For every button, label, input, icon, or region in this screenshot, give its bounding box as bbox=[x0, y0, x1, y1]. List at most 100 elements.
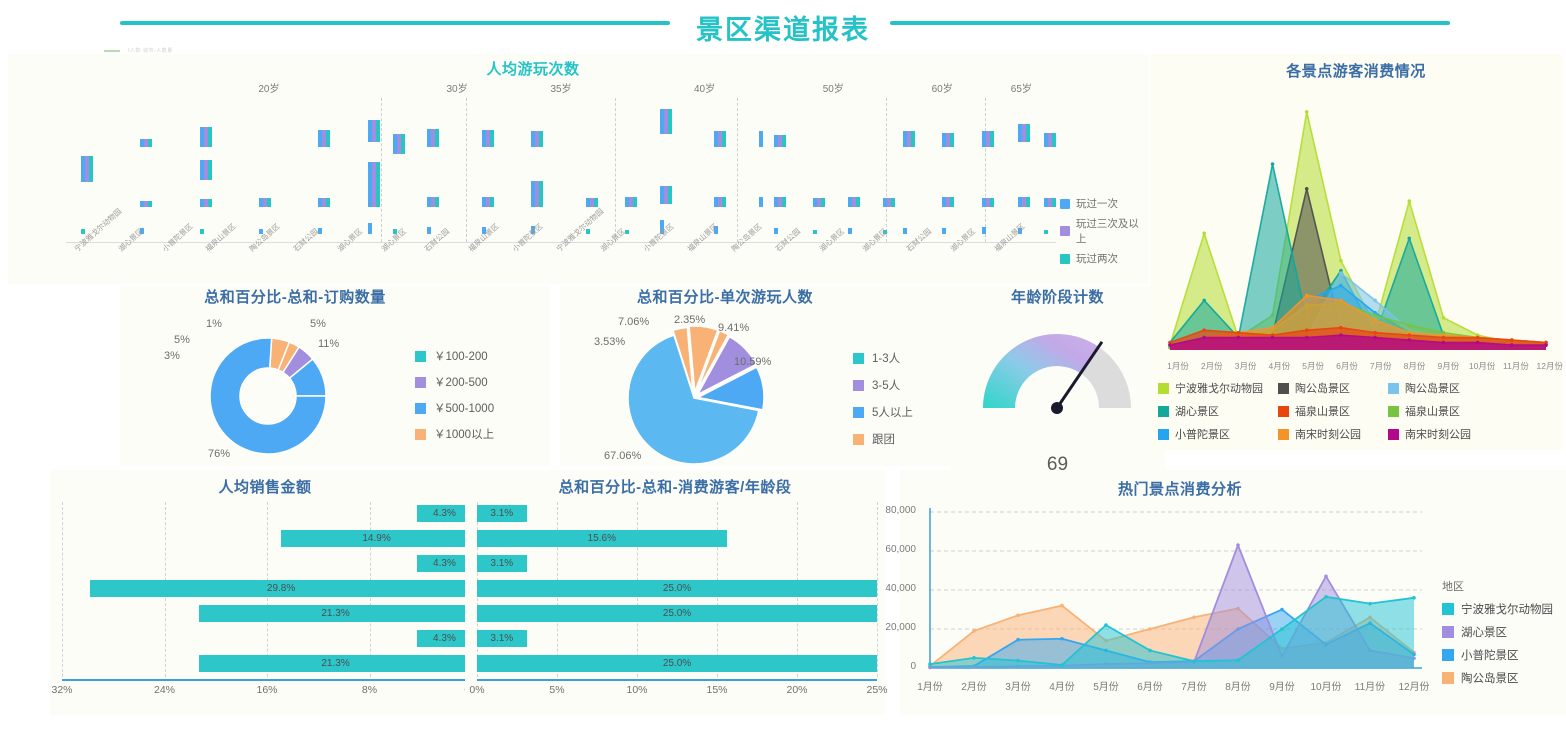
visit-bar-group[interactable] bbox=[481, 197, 494, 207]
visit-bar[interactable] bbox=[625, 197, 630, 207]
visit-bar[interactable] bbox=[259, 229, 264, 234]
visit-bar[interactable] bbox=[207, 160, 212, 180]
visit-bar[interactable] bbox=[396, 134, 401, 154]
visit-bar[interactable] bbox=[902, 131, 907, 147]
visit-bar[interactable] bbox=[84, 156, 89, 182]
visit-bar[interactable] bbox=[813, 230, 818, 234]
visit-bar-group[interactable] bbox=[199, 229, 204, 234]
visit-bar[interactable] bbox=[852, 197, 857, 207]
legend-item[interactable]: 福泉山景区 bbox=[1278, 403, 1388, 419]
visit-bar[interactable] bbox=[1044, 230, 1049, 234]
visit-bar[interactable] bbox=[481, 197, 486, 207]
visit-bar[interactable] bbox=[781, 135, 786, 147]
visit-bar-group[interactable] bbox=[942, 133, 955, 147]
visit-bar[interactable] bbox=[1022, 124, 1027, 142]
visit-bar[interactable] bbox=[714, 131, 719, 147]
visit-bar-group[interactable] bbox=[80, 229, 85, 234]
visit-bar-group[interactable] bbox=[773, 228, 778, 234]
bar[interactable]: 15.6% bbox=[477, 530, 727, 547]
visit-bar-group[interactable] bbox=[318, 198, 331, 207]
visit-bar[interactable] bbox=[535, 181, 540, 207]
visit-bar-group[interactable] bbox=[625, 197, 638, 207]
legend-item[interactable]: 5人以上 bbox=[853, 404, 913, 420]
visit-bar-group[interactable] bbox=[531, 181, 544, 207]
visit-bar[interactable] bbox=[489, 130, 494, 147]
visit-bar[interactable] bbox=[718, 197, 723, 207]
visit-bar[interactable] bbox=[531, 131, 536, 147]
visit-bar-group[interactable] bbox=[199, 160, 212, 180]
legend-item[interactable]: 南宋时刻公园 bbox=[1278, 426, 1388, 442]
legend-item[interactable]: ￥200-500 bbox=[415, 374, 494, 390]
visit-bar[interactable] bbox=[1044, 133, 1049, 147]
visit-bar[interactable] bbox=[481, 130, 486, 147]
visit-bar-group[interactable] bbox=[531, 131, 544, 147]
visit-bar[interactable] bbox=[1048, 133, 1053, 147]
visit-bar[interactable] bbox=[535, 131, 540, 147]
visit-bar[interactable] bbox=[633, 197, 638, 207]
legend-item[interactable]: 小普陀景区 bbox=[1442, 647, 1553, 663]
visit-bar-group[interactable] bbox=[902, 228, 907, 234]
visit-bar[interactable] bbox=[144, 201, 149, 207]
legend-item[interactable]: 1-3人 bbox=[853, 350, 913, 366]
visit-bar-group[interactable] bbox=[981, 198, 994, 207]
visit-bar[interactable] bbox=[989, 198, 994, 207]
visit-bar[interactable] bbox=[1018, 228, 1023, 234]
visit-bar[interactable] bbox=[664, 186, 668, 204]
bar[interactable]: 14.9% bbox=[281, 530, 472, 547]
visit-bar[interactable] bbox=[140, 201, 145, 207]
legend-item[interactable]: 湖心景区 bbox=[1158, 403, 1278, 419]
visit-bar[interactable] bbox=[668, 109, 672, 134]
visit-bar[interactable] bbox=[1048, 198, 1053, 207]
legend-item[interactable]: 宁波雅戈尔动物园 bbox=[1442, 601, 1553, 617]
visit-bar[interactable] bbox=[722, 197, 727, 207]
visit-bar-group[interactable] bbox=[481, 130, 494, 147]
legend-item[interactable]: 3-5人 bbox=[853, 377, 913, 393]
visit-bar[interactable] bbox=[203, 160, 208, 180]
visit-bar-group[interactable] bbox=[813, 230, 818, 234]
visit-bar-group[interactable] bbox=[199, 127, 212, 147]
visit-bar[interactable] bbox=[664, 109, 668, 134]
visit-bar[interactable] bbox=[431, 197, 436, 207]
visit-bar[interactable] bbox=[722, 131, 727, 147]
visit-bar[interactable] bbox=[375, 179, 380, 207]
legend-item[interactable]: 湖心景区 bbox=[1442, 624, 1553, 640]
legend-item[interactable]: 福泉山景区 bbox=[1388, 403, 1518, 419]
visit-bar[interactable] bbox=[531, 181, 536, 207]
legend-item[interactable]: ￥500-1000 bbox=[415, 400, 494, 416]
visit-bar[interactable] bbox=[199, 160, 204, 180]
visit-bar-group[interactable] bbox=[531, 226, 536, 234]
visit-bar[interactable] bbox=[660, 186, 664, 204]
legend-item[interactable]: 跟团 bbox=[853, 431, 913, 447]
visit-bar[interactable] bbox=[856, 197, 861, 207]
visit-bar[interactable] bbox=[148, 139, 153, 147]
visit-bar-group[interactable] bbox=[714, 226, 719, 234]
visit-bar[interactable] bbox=[773, 135, 778, 147]
visit-bar[interactable] bbox=[531, 226, 536, 234]
visit-bar-group[interactable] bbox=[481, 227, 486, 234]
visit-bar-group[interactable] bbox=[392, 134, 405, 154]
visit-bar-group[interactable] bbox=[759, 131, 763, 147]
visit-bar[interactable] bbox=[435, 129, 440, 147]
visit-bar-group[interactable] bbox=[585, 198, 598, 207]
visit-bar[interactable] bbox=[485, 197, 490, 207]
visit-bar[interactable] bbox=[942, 133, 947, 147]
visit-bar[interactable] bbox=[981, 227, 986, 234]
bar[interactable]: 4.3% bbox=[416, 555, 472, 572]
visit-bar[interactable] bbox=[318, 198, 323, 207]
visit-bar[interactable] bbox=[375, 162, 380, 180]
legend-item[interactable]: 陶公岛景区 bbox=[1442, 670, 1553, 686]
visit-bar[interactable] bbox=[714, 197, 719, 207]
visit-bar[interactable] bbox=[88, 156, 93, 182]
visit-bar-group[interactable] bbox=[367, 162, 380, 180]
visit-bar[interactable] bbox=[625, 230, 630, 234]
visit-bar-group[interactable] bbox=[140, 139, 153, 147]
visit-bar[interactable] bbox=[985, 131, 990, 147]
visit-bar-group[interactable] bbox=[759, 197, 763, 207]
visit-bar-group[interactable] bbox=[981, 131, 994, 147]
visit-bar[interactable] bbox=[1026, 124, 1031, 142]
visit-bar[interactable] bbox=[886, 198, 891, 207]
visit-bar-group[interactable] bbox=[848, 228, 853, 234]
bar[interactable]: 3.1% bbox=[477, 555, 527, 572]
visit-bar[interactable] bbox=[199, 229, 204, 234]
visit-bar[interactable] bbox=[585, 198, 590, 207]
